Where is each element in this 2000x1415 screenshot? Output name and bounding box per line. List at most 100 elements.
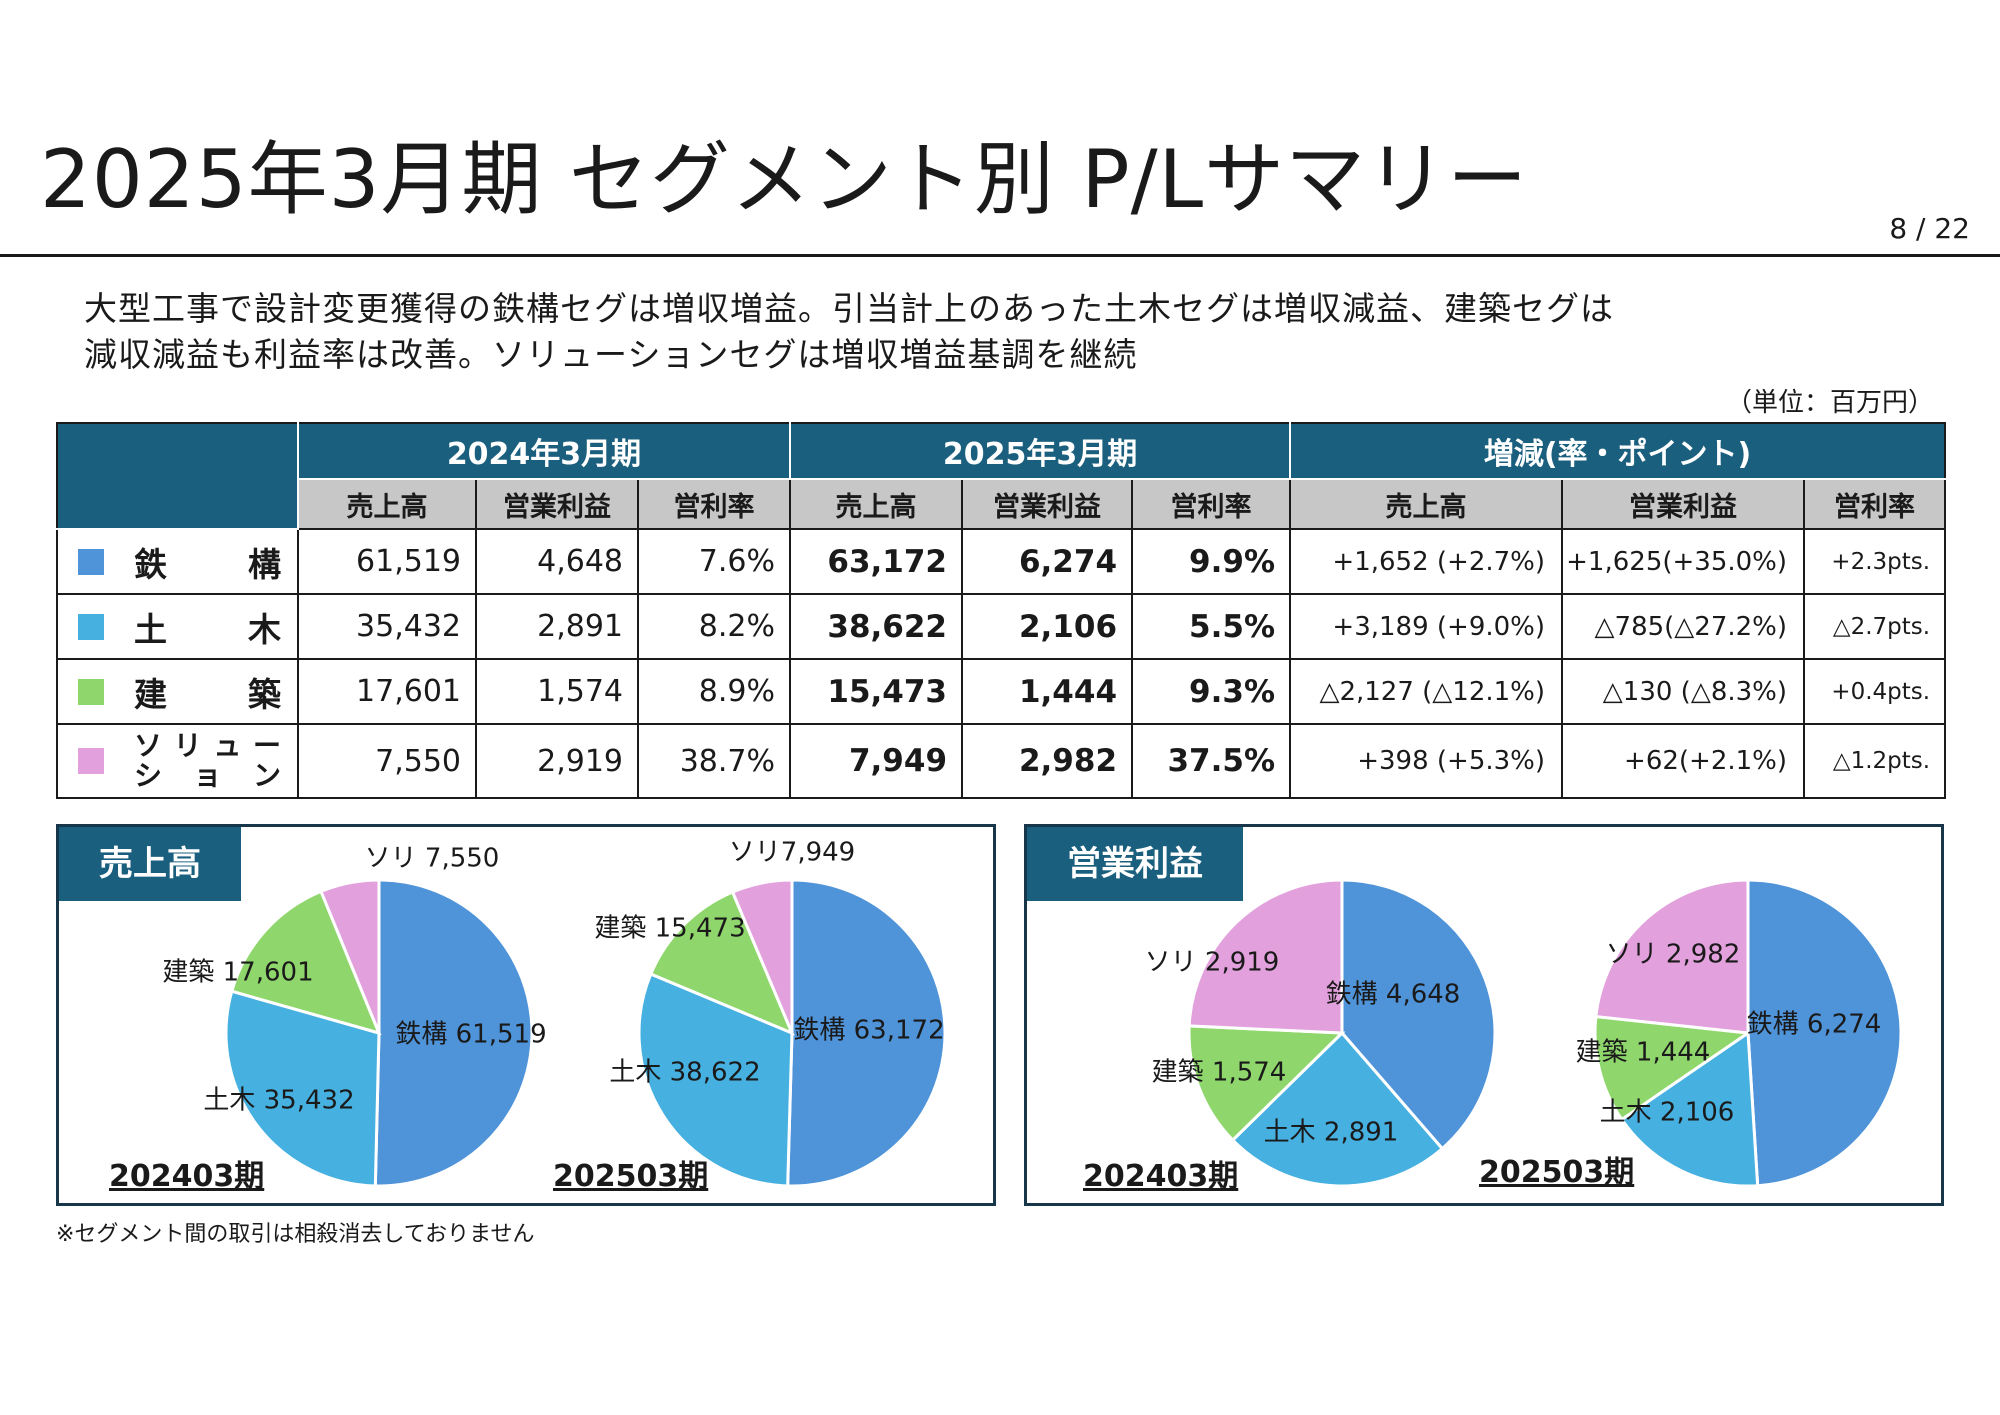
column-header: 売上高 [1289, 478, 1564, 530]
table-cell: △130 (△8.3%) [1561, 658, 1806, 725]
profit-pie-2025-slice-建築 [1593, 1014, 1753, 1122]
segment-cell: 鉄構 [56, 528, 299, 595]
profit-pie-2025-data-label: 建築 1,444 [1576, 1038, 1711, 1068]
table-cell: △785(△27.2%) [1561, 593, 1806, 660]
table-cell: 2,919 [475, 723, 639, 799]
segment-cell: ソリューション [56, 723, 299, 799]
table-row: 土木 35,432 2,891 8.2% 38,622 2,106 5.5% +3,189 (… [56, 593, 1947, 660]
sales-pie-2025-slice-鉄構 [786, 878, 947, 1188]
sales-pie-2024-data-label: 土木 35,432 [203, 1086, 354, 1116]
profit-pie-2024-slice-土木 [1230, 1030, 1445, 1188]
segment-name-char: 土 [134, 609, 167, 649]
sales-pie-2024-data-label: 鉄構 61,519 [395, 1020, 546, 1050]
table-cell: 15,473 [789, 658, 964, 725]
table-corner [56, 422, 299, 530]
segment-color-swatch [78, 748, 104, 774]
segment-name: ソリューション [134, 731, 281, 791]
summary-line-1: 大型工事で設計変更獲得の鉄構セグは増収増益。引当計上のあった土木セグは増収減益、… [84, 289, 1614, 328]
segment-name-char: 構 [248, 544, 281, 584]
segment-name: 土木 [134, 603, 281, 651]
profit-pie-2024-slice-鉄構 [1340, 878, 1497, 1151]
table-cell: 9.9% [1131, 528, 1292, 595]
table-cell: 38.7% [636, 723, 792, 799]
profit-pie-2024-data-label: ソリ 2,919 [1145, 948, 1280, 978]
table-cell: 63,172 [789, 528, 964, 595]
profit-pie-panel: 鉄構 4,648 土木 2,891 建築 1,574 ソリ 2,919 鉄構 6,274… [1024, 824, 1944, 1206]
table-cell: 5.5% [1131, 593, 1292, 660]
profit-period-label-2024: 202403期 [1083, 1159, 1239, 1194]
table-cell: +1,652 (+2.7%) [1289, 528, 1564, 595]
profit-pie-2024-data-label: 鉄構 4,648 [1326, 980, 1461, 1010]
table-cell: 1,444 [961, 658, 1134, 725]
profit-pie-2025-data-label: ソリ 2,982 [1606, 940, 1741, 970]
column-header: 営利率 [1803, 478, 1947, 530]
table-cell: 8.2% [636, 593, 792, 660]
segment-name-char: リ [173, 729, 202, 762]
table-column-header-row: 売上高 営業利益 営利率 売上高 営業利益 営利率 売上高 営業利益 営利率 [57, 478, 1947, 530]
segment-color-swatch [78, 678, 104, 705]
sales-pie-2025-data-label: 鉄構 63,172 [793, 1016, 944, 1046]
profit-pie-2024-data-label: 建築 1,574 [1152, 1058, 1287, 1088]
table-cell: △1.2pts. [1803, 723, 1947, 799]
footnote: ※セグメント間の取引は相殺消去しておりません [56, 1222, 535, 1247]
sales-pie-2024-data-label: 建築 17,601 [162, 958, 313, 988]
profit-pie-2024-data-label: 土木 2,891 [1264, 1118, 1399, 1148]
table-cell: △2.7pts. [1803, 593, 1947, 660]
table-cell: 35,432 [297, 593, 477, 660]
table-cell: 7,550 [297, 723, 477, 799]
table-cell: 17,601 [297, 658, 477, 725]
summary-line-2: 減収減益も利益率は改善。ソリューションセグは増収増益基調を継続 [84, 335, 1138, 374]
table-cell: 61,519 [297, 528, 477, 595]
sales-period-label-2025: 202503期 [553, 1159, 709, 1194]
profit-pie-2025-slice-鉄構 [1746, 878, 1903, 1188]
sales-panel-title: 売上高 [59, 827, 241, 901]
table-cell: 4,648 [475, 528, 639, 595]
sales-pie-2025-slice-土木 [637, 972, 794, 1188]
sales-pie-panel: 鉄構 61,519 土木 35,432 建築 17,601 ソリ 7,550 鉄構 63… [56, 824, 996, 1206]
segment-color-swatch [78, 548, 104, 575]
table-cell: 7,949 [789, 723, 964, 799]
column-header: 売上高 [789, 478, 964, 530]
sales-pie-2024-data-label: ソリ 7,550 [365, 844, 500, 874]
table-cell: 38,622 [789, 593, 964, 660]
table-cell: +1,625(+35.0%) [1561, 528, 1806, 595]
title-divider [0, 254, 2000, 257]
segment-name-char: 鉄 [134, 544, 167, 584]
segment-name-line: ソリュー [134, 731, 281, 761]
segment-pl-table: 2024年3月期 2025年3月期 増減(率・ポイント) 売上高 営業利益 営利… [56, 422, 1947, 799]
table-cell: +0.4pts. [1803, 658, 1947, 725]
page-title: 2025年3月期 セグメント別 P/Lサマリー [40, 133, 1529, 226]
table-cell: 7.6% [636, 528, 792, 595]
sales-pie-2025-data-label: ソリ7,949 [729, 838, 855, 868]
segment-name-char: ソ [134, 729, 163, 762]
column-header: 営業利益 [961, 478, 1134, 530]
unit-note: （単位：百万円） [1725, 388, 1934, 418]
sales-pie-2024-slice-土木 [224, 989, 381, 1188]
column-header: 売上高 [297, 478, 477, 530]
sales-pie-2025-data-label: 建築 15,473 [594, 914, 745, 944]
group-header-fy2024: 2024年3月期 [296, 422, 792, 480]
column-header: 営業利益 [1561, 478, 1806, 530]
segment-name-char: 建 [134, 674, 167, 714]
table-cell: +62(+2.1%) [1561, 723, 1806, 799]
segment-name-char: ー [252, 729, 281, 762]
profit-pie-2025-data-label: 鉄構 6,274 [1747, 1010, 1882, 1040]
sales-period-label-2024: 202403期 [109, 1159, 265, 1194]
sales-pie-2024-slice-鉄構 [373, 878, 534, 1188]
table-cell: 1,574 [475, 658, 639, 725]
table-cell: +398 (+5.3%) [1289, 723, 1564, 799]
table-cell: +2.3pts. [1803, 528, 1947, 595]
table-row: 建築 17,601 1,574 8.9% 15,473 1,444 9.3% △2,127 (… [56, 658, 1947, 725]
table-cell: △2,127 (△12.1%) [1289, 658, 1564, 725]
segment-cell: 建築 [56, 658, 299, 725]
group-header-fy2025: 2025年3月期 [789, 422, 1292, 480]
page-number: 8 / 22 [1889, 212, 1970, 245]
table-cell: 8.9% [636, 658, 792, 725]
table-cell: 2,982 [961, 723, 1134, 799]
profit-pie-2024-slice-ソリ [1187, 878, 1344, 1035]
table-row: ソリューション 7,550 2,919 38.7% 7,949 2,982 37.5% +39… [56, 723, 1947, 799]
profit-panel-title: 営業利益 [1027, 827, 1243, 901]
table-cell: +3,189 (+9.0%) [1289, 593, 1564, 660]
segment-cell: 土木 [56, 593, 299, 660]
profit-pie-2025-data-label: 土木 2,106 [1600, 1098, 1735, 1128]
